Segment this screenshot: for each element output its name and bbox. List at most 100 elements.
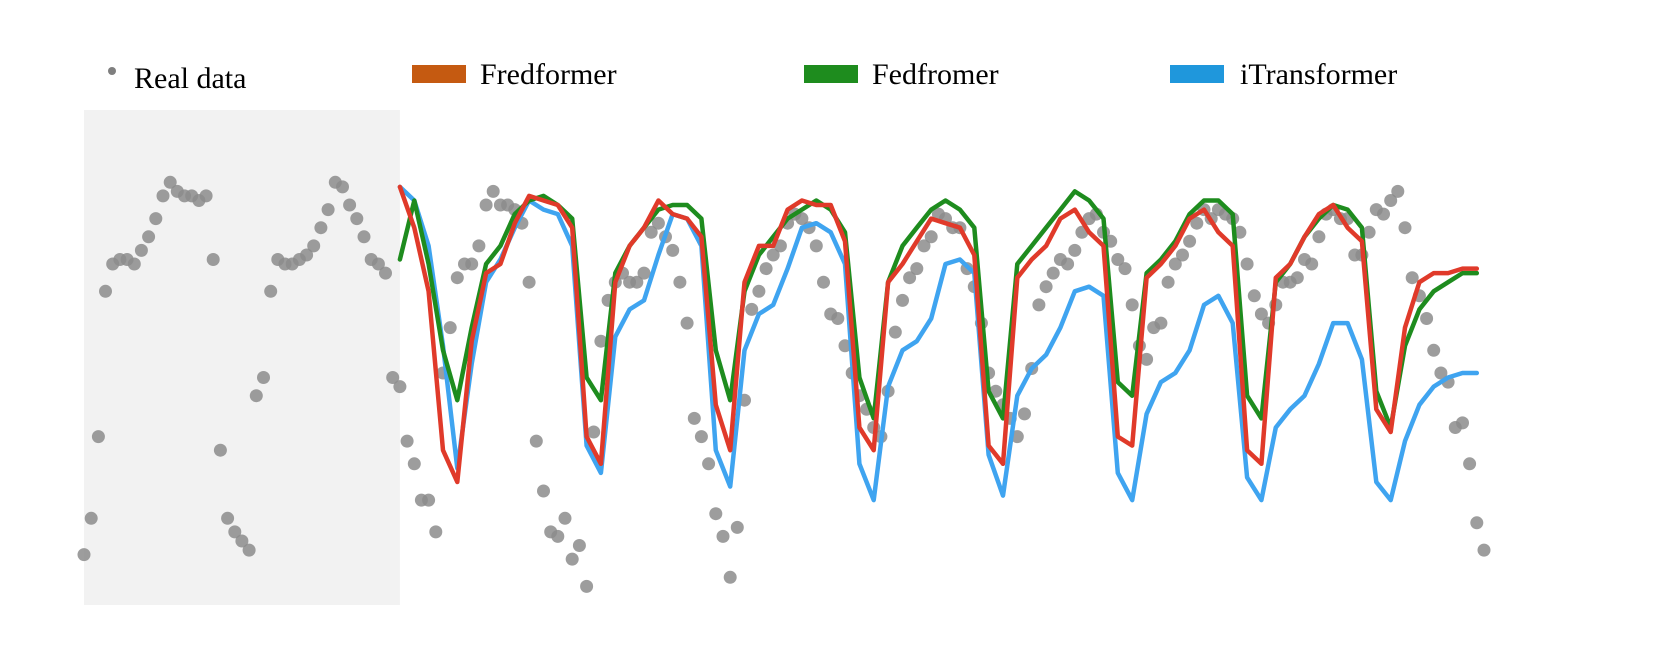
real-data-point	[300, 248, 314, 262]
real-data-point	[400, 434, 414, 448]
real-data-point	[759, 262, 773, 276]
real-data-point	[149, 212, 163, 226]
real-data-point	[443, 321, 457, 335]
real-data-point	[1118, 262, 1132, 276]
real-data-point	[386, 371, 400, 384]
real-data-point	[1247, 289, 1261, 303]
real-data-point	[1456, 416, 1469, 430]
real-data-point	[134, 243, 148, 257]
legend-swatch	[108, 67, 116, 75]
lookback-window-shading	[84, 110, 400, 605]
real-data-point	[644, 225, 658, 239]
real-data-point	[1427, 343, 1441, 357]
real-data-point	[838, 339, 852, 353]
real-data-point	[522, 275, 536, 289]
real-data-point	[630, 275, 644, 289]
real-data-point	[680, 316, 694, 330]
real-data-point	[580, 579, 594, 593]
real-data-point	[651, 216, 665, 230]
real-data-point	[307, 239, 321, 253]
real-data-point	[551, 529, 565, 543]
real-data-point	[1190, 216, 1204, 230]
real-data-point	[637, 266, 651, 280]
real-data-point	[1046, 266, 1060, 280]
real-data-point	[84, 511, 98, 525]
real-data-point	[321, 203, 335, 217]
real-data-point	[1312, 230, 1326, 244]
real-data-point	[1039, 280, 1053, 294]
real-data-point	[673, 275, 687, 289]
real-data-point	[917, 239, 931, 253]
real-data-point	[213, 443, 227, 457]
real-data-point	[1183, 234, 1197, 248]
real-data-point	[716, 529, 730, 543]
real-data-point	[199, 189, 213, 203]
real-data-point	[594, 334, 608, 348]
real-data-point	[1420, 312, 1434, 325]
real-data-point	[1240, 257, 1254, 271]
legend-label: Fedfromer	[872, 58, 999, 91]
legend-swatch	[412, 65, 466, 83]
real-data-point	[1140, 352, 1154, 366]
legend-swatch	[804, 65, 858, 83]
legend-item-fredformer: Fredformer	[412, 58, 617, 91]
forecast-lines	[397, 184, 1480, 503]
real-data-point	[1154, 316, 1168, 330]
real-data-point	[450, 271, 464, 285]
real-data-point	[77, 548, 91, 562]
real-data-point	[1061, 257, 1075, 271]
real-data-point	[91, 430, 105, 444]
real-data-point	[773, 239, 787, 253]
real-data-point	[156, 189, 170, 203]
real-data-point	[350, 212, 364, 226]
real-data-point	[831, 312, 845, 325]
real-data-point	[264, 284, 278, 298]
real-data-point	[1290, 271, 1304, 285]
real-data-point	[228, 525, 242, 539]
real-data-point	[1463, 457, 1477, 471]
real-data-point	[723, 570, 737, 584]
legend-label: iTransformer	[1240, 58, 1397, 91]
real-data-point	[1405, 271, 1419, 285]
legend-item-fedfromer: Fedfromer	[804, 58, 999, 91]
real-data-point	[587, 425, 601, 439]
real-data-point	[1384, 194, 1398, 207]
real-data-point	[465, 257, 479, 271]
real-data-point	[702, 457, 716, 471]
real-data-point	[242, 543, 256, 557]
real-data-point	[357, 230, 371, 244]
real-data-point	[221, 511, 235, 525]
real-data-point	[1434, 366, 1448, 380]
real-data-point	[1032, 298, 1046, 312]
real-data-point	[1176, 248, 1189, 262]
real-data-point	[666, 243, 680, 257]
real-data-point	[429, 525, 443, 539]
real-data-point	[127, 257, 141, 271]
real-data-point	[407, 457, 421, 471]
real-data-point	[1018, 407, 1031, 421]
real-data-point	[694, 430, 708, 444]
real-data-point	[1125, 298, 1139, 312]
real-data-point	[537, 484, 550, 498]
real-data-point	[486, 184, 500, 198]
real-data-point	[336, 180, 349, 194]
series-line-fredformer	[397, 184, 1480, 485]
real-data-point	[379, 266, 392, 280]
legend: Real data Fredformer Fedfromer iTransformer	[108, 58, 1397, 95]
real-data-point	[142, 230, 156, 244]
real-data-point	[479, 198, 493, 212]
real-data-point	[206, 253, 220, 266]
real-data-point	[371, 257, 385, 271]
real-data-point	[235, 534, 249, 548]
real-data-point	[99, 284, 112, 298]
real-data-point	[257, 371, 270, 384]
real-data-point	[896, 293, 909, 307]
real-data-point	[1391, 184, 1405, 198]
real-data-point	[795, 212, 809, 226]
real-data-point	[1470, 516, 1484, 530]
legend-label: Real data	[134, 62, 246, 95]
real-data-point	[472, 239, 486, 253]
real-data-point	[1161, 275, 1175, 289]
